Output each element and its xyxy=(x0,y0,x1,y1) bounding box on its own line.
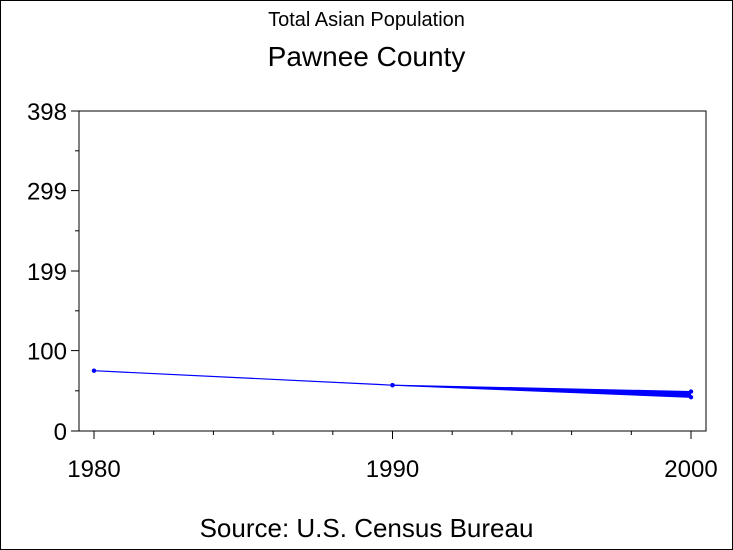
data-point xyxy=(390,382,395,388)
x-tick-label: 2000 xyxy=(664,456,717,483)
data-point xyxy=(688,395,694,400)
y-tick-label: 100 xyxy=(27,339,67,366)
y-tick-label: 199 xyxy=(27,259,67,286)
chart-subtitle: Pawnee County xyxy=(267,41,466,72)
y-tick-label: 299 xyxy=(27,179,67,206)
data-point xyxy=(688,389,694,394)
y-tick-label: 0 xyxy=(54,419,67,446)
data-point xyxy=(91,368,97,373)
x-tick-label: 1980 xyxy=(67,456,120,483)
series-line xyxy=(93,370,692,393)
y-tick-label: 398 xyxy=(27,99,67,126)
chart-title: Total Asian Population xyxy=(268,9,465,31)
source-note: Source: U.S. Census Bureau xyxy=(199,513,534,543)
series-line xyxy=(392,384,692,398)
x-tick-label: 1990 xyxy=(366,456,419,483)
